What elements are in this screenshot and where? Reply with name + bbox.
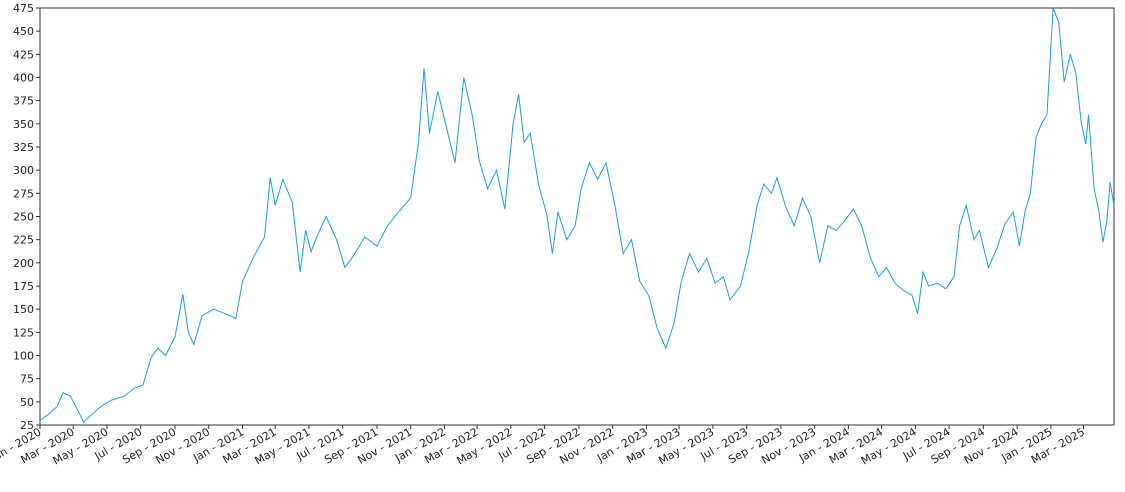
y-axis: 25 50 75 100 125 150 175 200 225 250 275 300 325 350 3… <box>13 2 40 432</box>
y-tick-label: 450 <box>13 25 34 38</box>
y-tick-label: 125 <box>13 326 34 339</box>
y-tick-label: 75 <box>20 373 34 386</box>
y-tick-label: 150 <box>13 303 34 316</box>
y-tick-label: 275 <box>13 187 34 200</box>
y-tick-label: 175 <box>13 280 34 293</box>
y-tick-label: 350 <box>13 118 34 131</box>
y-tick-label: 425 <box>13 48 34 61</box>
y-tick-label: 250 <box>13 211 34 224</box>
y-tick-label: 375 <box>13 95 34 108</box>
y-tick-label: 400 <box>13 72 34 85</box>
y-tick-label: 25 <box>20 419 34 432</box>
y-tick-label: 200 <box>13 257 34 270</box>
price-series-line <box>39 7 1115 424</box>
y-tick-label: 225 <box>13 234 34 247</box>
y-tick-label: 475 <box>13 2 34 15</box>
y-tick-label: 100 <box>13 350 34 363</box>
y-tick-label: 325 <box>13 141 34 154</box>
y-tick-label: 50 <box>20 396 34 409</box>
y-tick-label: 300 <box>13 164 34 177</box>
